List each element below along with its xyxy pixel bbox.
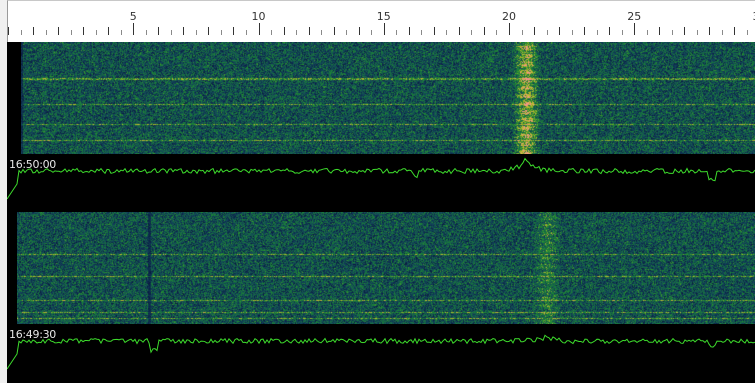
ruler-label: 5 (130, 10, 137, 23)
ruler-label: 25 (627, 10, 641, 23)
ruler-label: 20 (502, 10, 516, 23)
spectrum-panel-1: 16:50:00 (7, 42, 755, 212)
spectrum-panel-2: 16:49:30 (7, 212, 755, 383)
waterfall-2[interactable] (17, 212, 755, 324)
spectrum-display[interactable]: 16:50:00 16:49:30 (7, 42, 755, 383)
timestamp-1: 16:50:00 (9, 158, 56, 171)
spectrum-trace-1[interactable] (7, 154, 755, 212)
frequency-ruler[interactable]: 51015202530 (7, 0, 755, 42)
timestamp-2: 16:49:30 (9, 328, 56, 341)
waterfall-1[interactable] (21, 42, 755, 154)
ruler-label: 10 (252, 10, 266, 23)
ruler-scale: 51015202530 (8, 1, 755, 43)
ruler-label: 15 (377, 10, 391, 23)
spectrum-line (7, 159, 755, 199)
spectrum-trace-2[interactable] (7, 324, 755, 383)
left-gutter (0, 0, 7, 383)
spectrum-line (7, 335, 755, 369)
